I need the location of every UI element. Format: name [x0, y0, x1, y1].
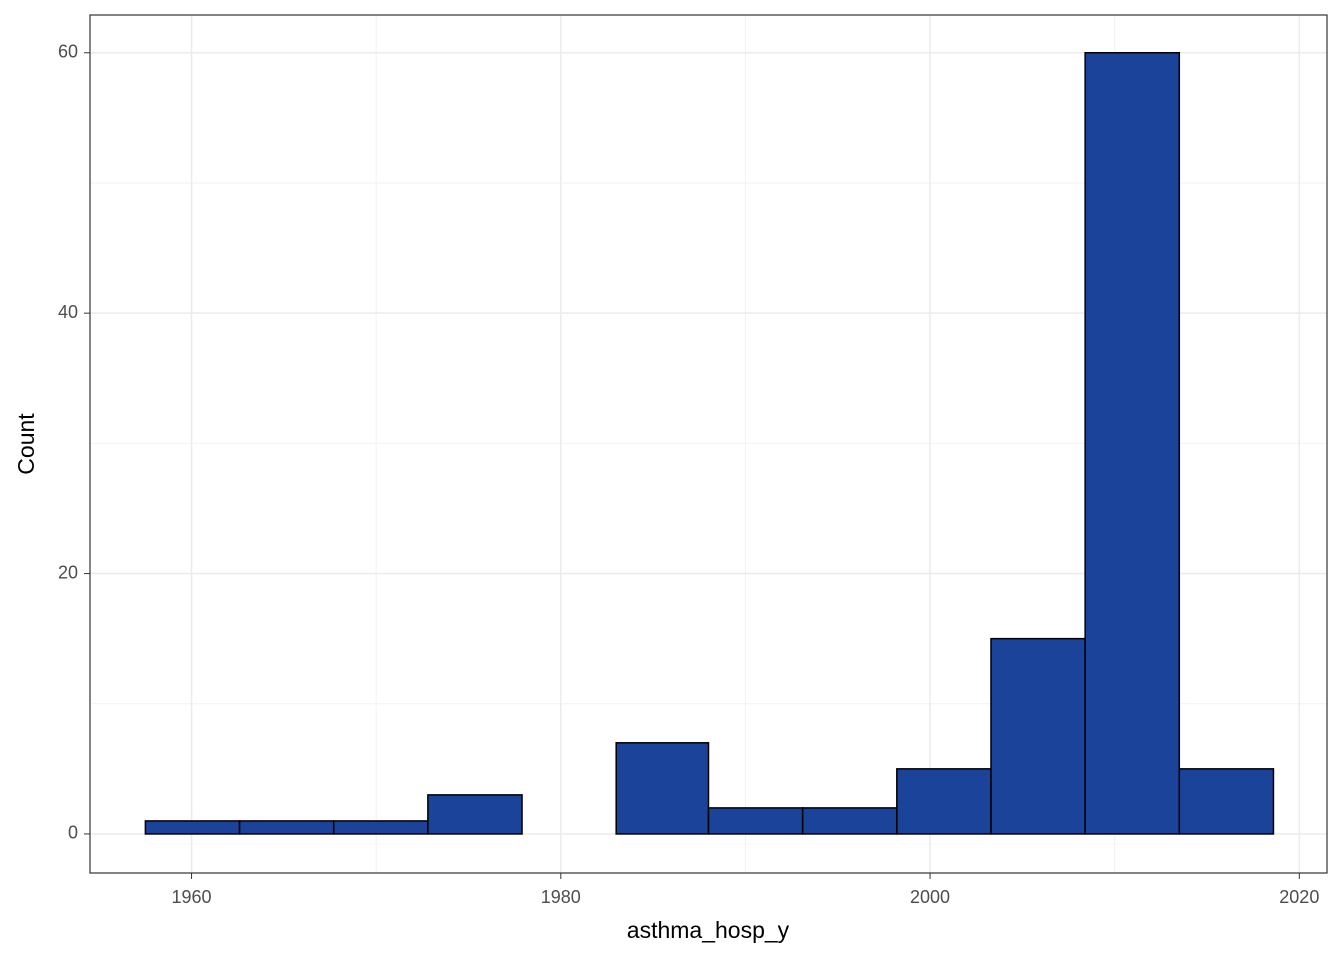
x-tick-label: 1960: [172, 887, 212, 907]
x-tick-label: 1980: [541, 887, 581, 907]
y-tick-label: 0: [68, 823, 78, 843]
bar: [990, 637, 1086, 835]
bar: [615, 742, 710, 835]
bar: [332, 820, 429, 835]
bar: [238, 820, 335, 835]
y-tick-label: 60: [58, 42, 78, 62]
x-tick-label: 2000: [910, 887, 950, 907]
bar: [1084, 52, 1181, 835]
x-tick-label: 2020: [1279, 887, 1319, 907]
y-axis-title: Count: [13, 413, 39, 475]
bar: [427, 794, 523, 835]
plot-border: [89, 14, 1328, 874]
y-tick-label: 20: [58, 562, 78, 582]
bar: [707, 807, 804, 835]
bar: [896, 768, 992, 835]
y-tick-label: 40: [58, 302, 78, 322]
bar: [801, 807, 898, 835]
bar: [144, 820, 241, 835]
bar: [1178, 768, 1275, 835]
x-axis-title: asthma_hosp_y: [627, 917, 790, 943]
